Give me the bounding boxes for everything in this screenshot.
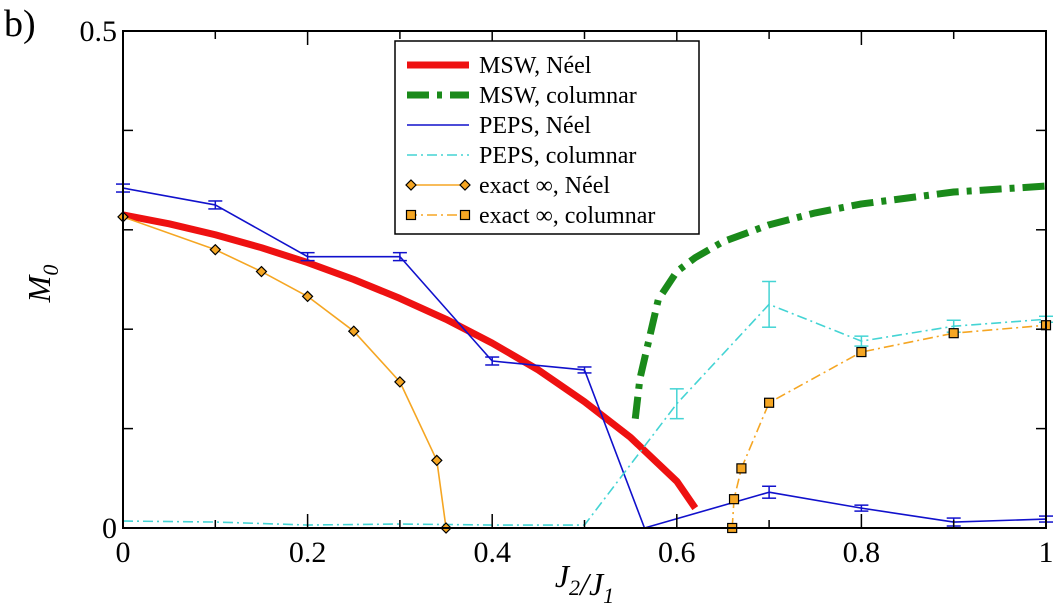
legend: MSW, Néel MSW, columnar PEPS, Néel PEPS, co… bbox=[394, 40, 700, 235]
legend-label: MSW, Néel bbox=[479, 53, 592, 79]
y-tick-label: 0 bbox=[102, 512, 117, 545]
legend-marker bbox=[405, 179, 417, 191]
legend-marker bbox=[405, 209, 417, 221]
panel-label: b) bbox=[4, 3, 36, 45]
data-point bbox=[209, 243, 222, 256]
series-layer bbox=[116, 182, 1053, 534]
y-axis-title: M0 bbox=[21, 265, 63, 304]
data-point bbox=[728, 494, 740, 505]
series-line bbox=[631, 182, 1047, 420]
data-point bbox=[856, 346, 867, 358]
x-tick-label: 0.6 bbox=[658, 536, 696, 569]
series-line bbox=[122, 187, 1047, 529]
data-point bbox=[736, 463, 747, 474]
legend-box bbox=[394, 40, 700, 235]
legend-label: exact ∞, Néel bbox=[479, 173, 610, 199]
series-line bbox=[122, 303, 1047, 526]
tick-layer: 0 0.2 0.4 0.6 0.8 1 0 0.5 bbox=[80, 15, 1054, 569]
legend-label: MSW, columnar bbox=[479, 83, 637, 109]
data-point bbox=[301, 290, 314, 303]
data-point bbox=[948, 328, 959, 339]
y-tick-label: 0.5 bbox=[80, 15, 118, 48]
data-point bbox=[430, 454, 443, 467]
series-line bbox=[122, 216, 447, 529]
x-tick-label: 1 bbox=[1039, 536, 1054, 569]
data-point bbox=[255, 265, 268, 278]
legend-label: PEPS, columnar bbox=[479, 143, 636, 169]
legend-label: exact ∞, columnar bbox=[479, 203, 655, 229]
legend-marker bbox=[459, 209, 471, 221]
legend-label: PEPS, Néel bbox=[479, 113, 591, 139]
data-point bbox=[347, 325, 360, 338]
ytitle-text: M0 bbox=[21, 265, 63, 304]
x-tick-label: 0.4 bbox=[473, 536, 511, 569]
legend-marker bbox=[459, 179, 471, 191]
x-axis-title: J2/J1 bbox=[555, 558, 614, 608]
series-line bbox=[731, 324, 1047, 529]
x-tick-label: 0.8 bbox=[843, 536, 881, 569]
x-tick-label: 0 bbox=[116, 536, 131, 569]
xtitle-text: J2/J1 bbox=[555, 558, 614, 608]
data-point bbox=[763, 397, 775, 408]
data-point bbox=[394, 376, 406, 388]
series-line bbox=[122, 211, 699, 511]
x-tick-label: 0.2 bbox=[289, 536, 327, 569]
